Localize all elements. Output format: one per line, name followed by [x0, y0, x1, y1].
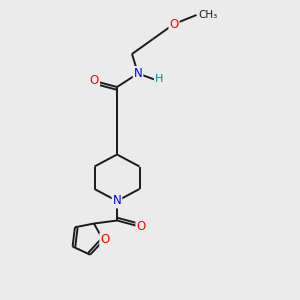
Text: N: N [134, 67, 142, 80]
Text: H: H [155, 74, 163, 85]
Text: O: O [169, 17, 178, 31]
Text: O: O [136, 220, 146, 233]
Text: O: O [100, 233, 110, 246]
Text: CH₃: CH₃ [198, 10, 217, 20]
Text: O: O [90, 74, 99, 88]
Text: N: N [112, 194, 122, 208]
